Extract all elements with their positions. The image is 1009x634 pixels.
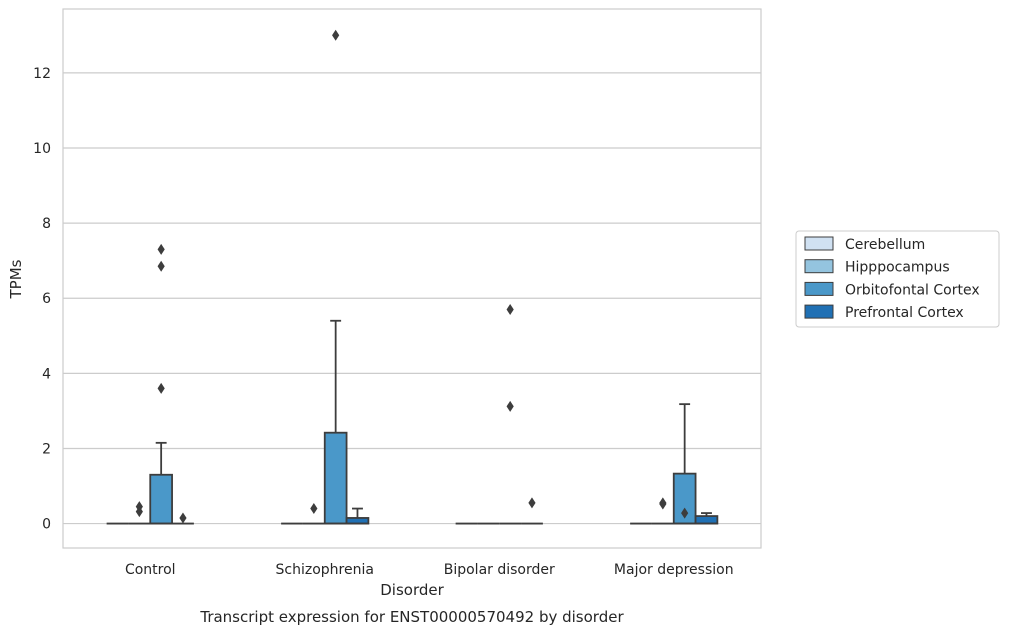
legend-label: Orbitofontal Cortex [845, 282, 980, 298]
legend-swatch [804, 281, 834, 296]
x-axis-ticks: Control Schizophrenia Bipolar disorder Majo… [125, 562, 734, 578]
grid-lines [63, 72, 761, 525]
y-tick-label: 2 [42, 441, 51, 457]
outlier-point [157, 243, 165, 255]
x-tick-label: Schizophrenia [276, 562, 374, 578]
x-tick-label: Major depression [614, 562, 734, 578]
y-tick-label: 12 [33, 66, 51, 82]
box-group [345, 507, 370, 525]
legend: Cerebellum Hipppocampus Orbitofontal Corte… [795, 230, 1000, 328]
outlier-point [681, 507, 689, 519]
outlier-point [157, 260, 165, 272]
box [149, 473, 173, 525]
x-tick-label: Bipolar disorder [444, 562, 555, 578]
x-tick-label: Control [125, 562, 176, 578]
legend-swatch [804, 304, 834, 319]
box-group [694, 512, 719, 525]
box [694, 515, 719, 525]
box-group [172, 512, 194, 525]
y-tick-label: 8 [42, 216, 51, 232]
box-group [149, 243, 173, 525]
outlier-point [157, 382, 165, 394]
box-group [128, 501, 151, 525]
box-group [499, 303, 522, 525]
box [323, 431, 348, 525]
outlier-point [135, 506, 143, 518]
y-tick-label: 4 [42, 366, 51, 382]
outlier-point [179, 512, 187, 524]
x-axis-label: Disorder [380, 581, 444, 599]
box-group [302, 503, 325, 525]
y-tick-label: 0 [42, 517, 51, 533]
legend-swatch [804, 236, 834, 251]
outlier-point [528, 497, 536, 509]
outlier-point [659, 498, 667, 510]
box-series [106, 29, 719, 525]
outlier-point [506, 400, 514, 412]
box-group [651, 497, 674, 525]
legend-label: Prefrontal Cortex [845, 305, 964, 321]
legend-label: Cerebellum [845, 237, 925, 253]
box-group [323, 29, 348, 525]
y-tick-label: 10 [33, 141, 51, 157]
outlier-point [332, 29, 340, 41]
y-axis-label: TPMs [7, 259, 25, 299]
box-group [672, 403, 697, 525]
outlier-point [310, 503, 318, 515]
y-tick-label: 6 [42, 291, 51, 307]
plot-frame [62, 8, 762, 549]
legend-frame [795, 230, 1000, 328]
box-group [521, 497, 543, 525]
outlier-point [506, 303, 514, 315]
legend-swatch [804, 259, 834, 274]
chart-caption: Transcript expression for ENST0000057049… [199, 608, 624, 626]
legend-label: Hipppocampus [845, 260, 950, 276]
y-axis-ticks: 0 2 4 6 8 10 12 [33, 66, 51, 533]
